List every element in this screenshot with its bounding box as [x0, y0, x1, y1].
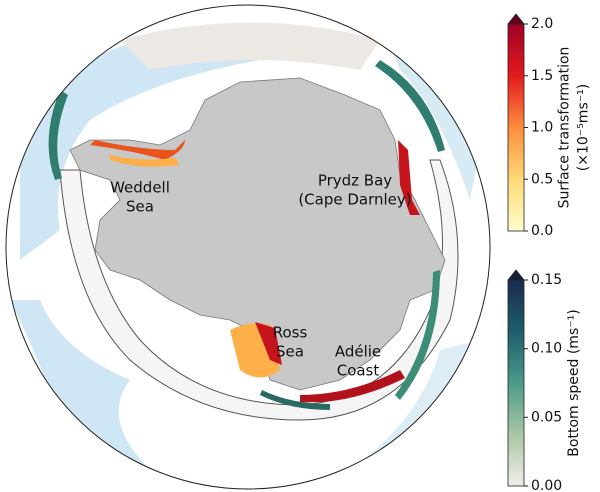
colorbar [507, 23, 525, 232]
region-label: Sea [126, 198, 154, 216]
tick-label: 0.15 [531, 272, 562, 288]
tick-label: 0.0 [531, 223, 553, 239]
colorbar-label: Surface transformation [557, 47, 573, 209]
region-label: Adélie [335, 343, 381, 361]
region-label: Ross [273, 324, 308, 342]
tick-label: 0.10 [531, 341, 562, 357]
tick-label: 0.5 [531, 171, 553, 187]
tick-label: 1.0 [531, 120, 553, 136]
region-label: Sea [276, 343, 304, 361]
tick-label: 0.00 [531, 478, 562, 492]
colorbar-extension [507, 13, 525, 25]
colorbar-label: Bottom speed (ms⁻¹) [566, 309, 582, 456]
colorbar-extension [507, 269, 525, 281]
tick-label: 1.5 [531, 68, 553, 84]
tick-label: 0.05 [531, 409, 562, 425]
region-label: Weddell [110, 179, 170, 197]
tick-label: 2.0 [531, 16, 553, 32]
region-label: (Cape Darnley) [298, 191, 411, 209]
region-label: Coast [337, 362, 380, 380]
map [10, 20, 480, 470]
globe-outline [5, 4, 491, 490]
colorbar [507, 279, 525, 487]
region-label: Prydz Bay [318, 172, 392, 190]
colorbar-label: (×10⁻⁵ms⁻¹) [576, 84, 592, 171]
